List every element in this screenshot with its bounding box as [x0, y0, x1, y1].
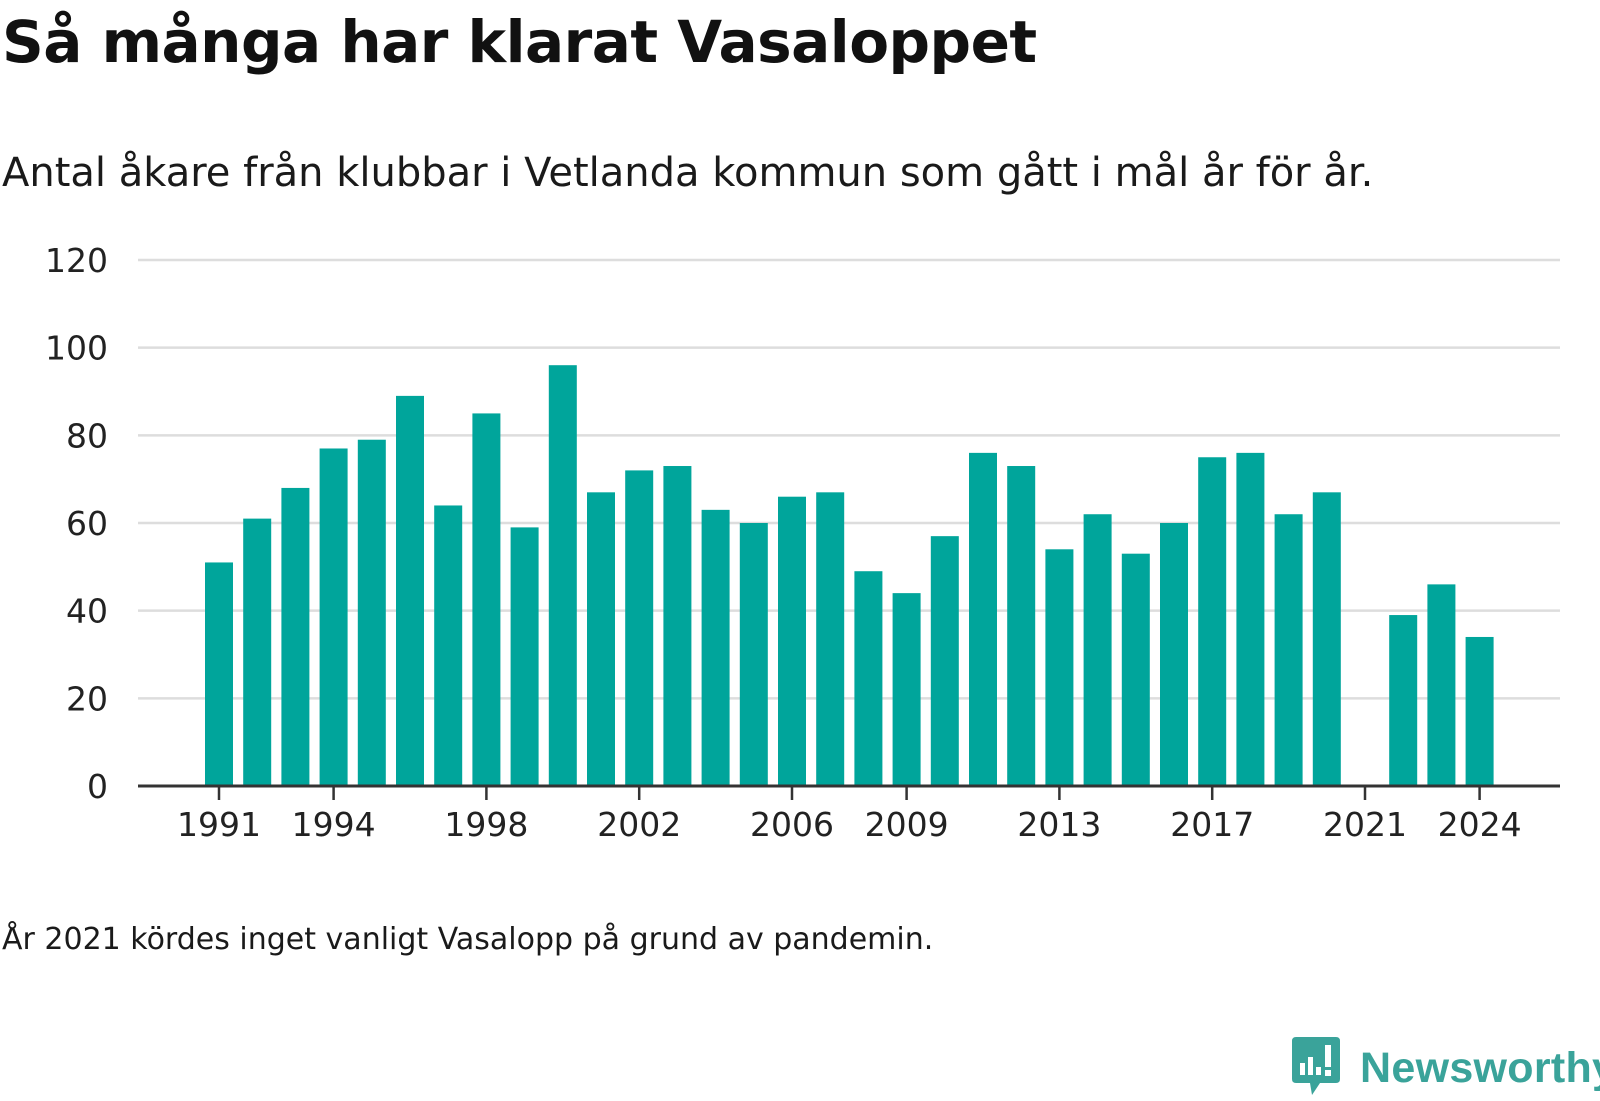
y-tick-label: 100 — [45, 329, 108, 368]
bar — [1389, 615, 1418, 786]
bar — [663, 466, 692, 786]
x-axis-ticks: 1991 1994 1998 2002 2006 2009 2013 2017 2021 2024 — [177, 786, 1522, 844]
bar — [205, 562, 233, 786]
chart-title: Så många har klarat Vasaloppet — [2, 8, 1037, 76]
bar — [816, 492, 845, 786]
y-tick-label: 20 — [66, 679, 108, 718]
y-axis-ticks: 0 20 40 60 80 100 120 — [45, 241, 108, 806]
chart-subtitle: Antal åkare från klubbar i Vetlanda komm… — [2, 150, 1374, 196]
bar — [510, 527, 539, 786]
bar — [701, 509, 730, 786]
bar — [778, 496, 806, 786]
bar-chart: 0 20 40 60 80 100 120 1991 1994 1998 2002 2006 2009… — [45, 241, 1560, 844]
bar — [1083, 514, 1112, 786]
bar — [548, 365, 577, 786]
bar — [739, 523, 768, 786]
x-tick-label: 2006 — [750, 805, 834, 844]
bar — [625, 470, 654, 786]
bar — [434, 505, 463, 786]
bar — [319, 448, 348, 786]
x-tick-label: 2002 — [597, 805, 681, 844]
bar — [1236, 452, 1265, 786]
x-tick-label: 1994 — [292, 805, 376, 844]
bar — [892, 593, 921, 786]
x-tick-label: 2009 — [865, 805, 949, 844]
x-tick-label: 2017 — [1170, 805, 1254, 844]
footnote: År 2021 kördes inget vanligt Vasalopp på… — [2, 922, 934, 957]
x-tick-label: 2013 — [1017, 805, 1101, 844]
bar — [243, 518, 272, 786]
x-tick-label: 2021 — [1323, 805, 1407, 844]
x-tick-label: 1998 — [444, 805, 528, 844]
bar — [930, 536, 959, 786]
brand-logo: Newsworthy — [1290, 1035, 1600, 1101]
bar — [1160, 523, 1188, 786]
y-tick-label: 120 — [45, 241, 108, 280]
bar — [281, 487, 310, 786]
bar — [587, 492, 615, 786]
bar — [1465, 636, 1494, 786]
y-tick-label: 60 — [66, 504, 108, 543]
bar — [472, 413, 501, 786]
bar — [1427, 584, 1456, 786]
y-tick-label: 0 — [87, 767, 108, 806]
gridlines — [138, 258, 1560, 700]
y-tick-label: 80 — [66, 416, 108, 455]
brand-name: Newsworthy — [1360, 1043, 1600, 1092]
newsworthy-logo-icon — [1290, 1035, 1342, 1101]
bar — [1274, 514, 1303, 786]
bar — [1312, 492, 1341, 786]
x-tick-label: 2024 — [1438, 805, 1522, 844]
bars — [205, 365, 1494, 786]
bar — [969, 452, 997, 786]
bar — [1198, 457, 1227, 786]
bar — [1121, 553, 1150, 786]
bar — [396, 395, 424, 786]
bar — [854, 571, 883, 786]
y-tick-label: 40 — [66, 592, 108, 631]
bar — [357, 439, 386, 786]
bar — [1045, 549, 1074, 786]
x-tick-label: 1991 — [177, 805, 261, 844]
bar — [1007, 466, 1036, 786]
